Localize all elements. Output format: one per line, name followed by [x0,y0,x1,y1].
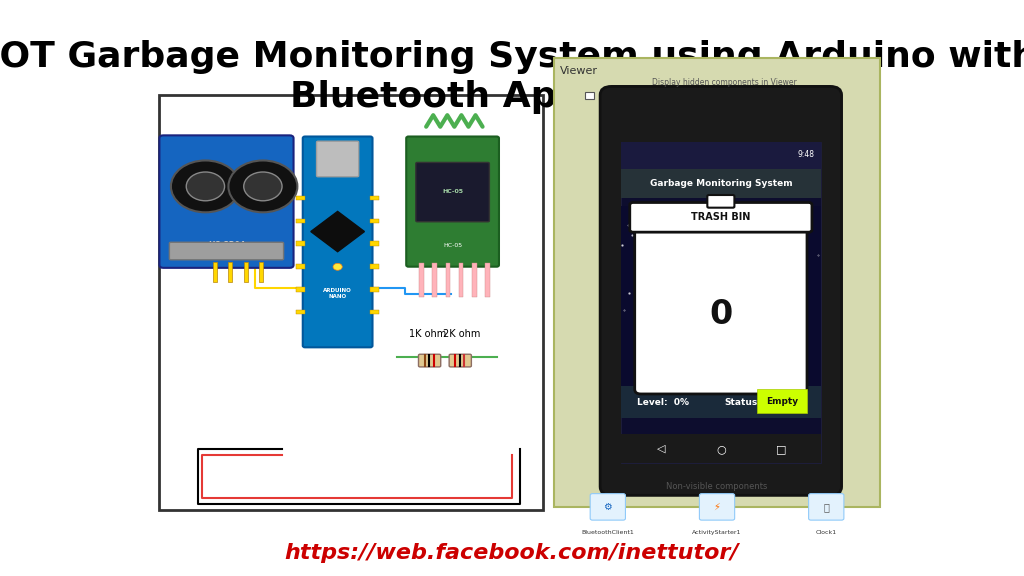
Bar [445,263,451,297]
Text: Level:  0%: Level: 0% [637,397,689,407]
FancyBboxPatch shape [416,162,489,222]
Bar [371,241,380,246]
Bar [244,262,248,282]
Bar [432,263,437,297]
Bar [371,287,380,291]
Bar [296,241,305,246]
Text: ⚙: ⚙ [603,502,612,512]
Text: 9:48: 9:48 [798,150,815,160]
Text: Display hidden components in Viewer: Display hidden components in Viewer [652,78,797,87]
FancyBboxPatch shape [160,135,294,268]
Text: Non-visible components: Non-visible components [667,482,768,491]
FancyBboxPatch shape [303,137,373,347]
Text: Empty: Empty [766,397,798,406]
FancyBboxPatch shape [554,58,880,507]
Bar [296,310,305,314]
Bar [585,92,594,99]
FancyBboxPatch shape [407,137,499,267]
Bar [371,264,380,269]
FancyBboxPatch shape [630,203,812,232]
FancyBboxPatch shape [419,354,440,367]
Text: Status:: Status: [725,397,762,407]
Circle shape [333,263,342,270]
Bar [419,263,424,297]
Text: HC-05: HC-05 [442,189,463,194]
Bar [259,262,263,282]
Bar [459,263,464,297]
Circle shape [186,172,224,201]
Bar [371,219,380,223]
Text: Garbage Monitoring System: Garbage Monitoring System [649,179,793,188]
Bar [296,219,305,223]
Text: BluetoothClient1: BluetoothClient1 [582,530,634,535]
Bar [296,264,305,269]
Bar [621,169,821,198]
Text: ARDUINO
NANO: ARDUINO NANO [324,289,352,299]
FancyBboxPatch shape [600,86,842,495]
Bar [485,263,489,297]
Text: HC-SR04: HC-SR04 [208,241,245,251]
Bar [621,142,821,463]
Bar [213,262,217,282]
Text: ◁: ◁ [656,444,666,454]
FancyBboxPatch shape [316,141,358,177]
FancyBboxPatch shape [708,195,734,208]
Text: 0: 0 [710,298,732,331]
Text: 1K ohm: 1K ohm [409,329,446,339]
FancyBboxPatch shape [757,389,807,414]
Bar [621,386,821,418]
Text: Clock1: Clock1 [816,530,837,535]
Bar [371,310,380,314]
Circle shape [244,172,282,201]
Text: ActivityStarter1: ActivityStarter1 [692,530,741,535]
Bar [621,206,821,418]
Polygon shape [311,211,365,252]
Bar [296,196,305,200]
Text: □: □ [775,444,786,454]
Text: ⚡: ⚡ [714,502,721,512]
Bar [621,142,821,169]
Text: IOT Garbage Monitoring System using Arduino with
Bluetooth Application: IOT Garbage Monitoring System using Ardu… [0,40,1024,113]
Bar [296,287,305,291]
FancyBboxPatch shape [809,494,844,520]
Circle shape [171,161,240,213]
Text: TRASH BIN: TRASH BIN [691,213,751,222]
Bar [228,262,232,282]
Circle shape [228,161,297,213]
Text: HC-05: HC-05 [443,244,462,248]
Text: Viewer: Viewer [560,66,598,76]
Bar [472,263,476,297]
FancyBboxPatch shape [450,354,471,367]
FancyBboxPatch shape [635,218,807,394]
Bar [621,434,821,463]
Text: ○: ○ [716,444,726,454]
Text: https://web.facebook.com/inettutor/: https://web.facebook.com/inettutor/ [285,543,739,563]
FancyBboxPatch shape [699,494,734,520]
FancyBboxPatch shape [169,242,284,260]
Bar [371,196,380,200]
Text: 2K ohm: 2K ohm [443,329,481,339]
FancyBboxPatch shape [590,494,626,520]
Text: ⏱: ⏱ [823,502,829,512]
